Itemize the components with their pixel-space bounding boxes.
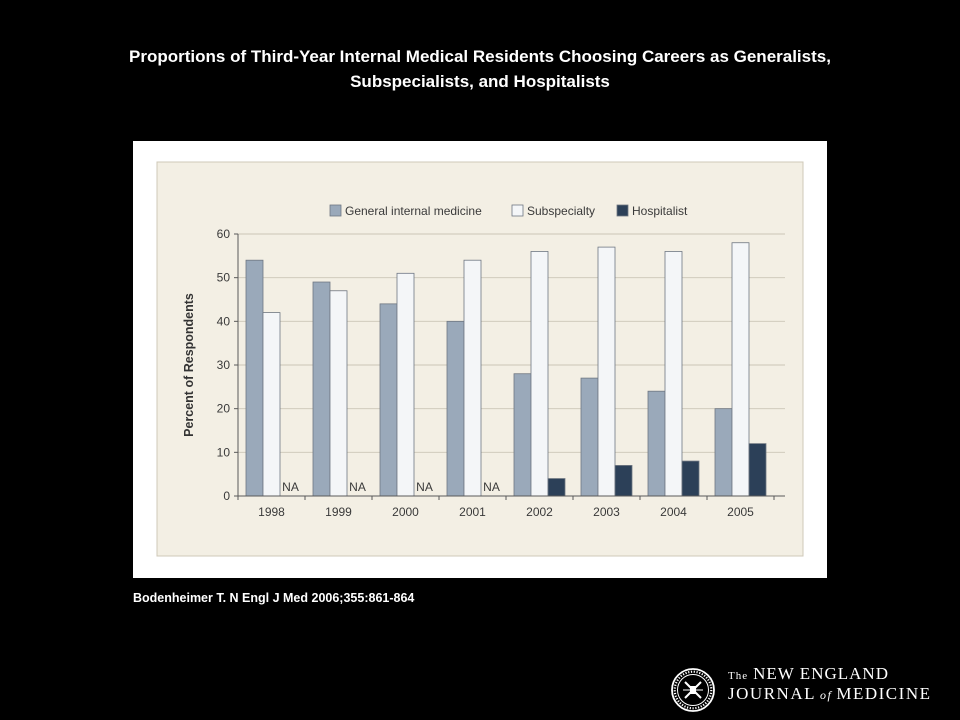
- bar-general-internal-medicine-1999: [312, 281, 331, 497]
- bar-general-internal-medicine-2003: [580, 377, 599, 497]
- x-tick-label-2003: 2003: [593, 505, 620, 519]
- x-tick-label-2002: 2002: [526, 505, 553, 519]
- bar-subspecialty-2002: [530, 251, 549, 497]
- x-tick-label-2004: 2004: [660, 505, 687, 519]
- na-label-2001: NA: [483, 480, 500, 494]
- bar-general-internal-medicine-2005: [714, 408, 733, 497]
- y-tick-label-10: 10: [217, 445, 231, 459]
- bar-hospitalist-2004: [681, 460, 700, 497]
- logo-the: The: [728, 670, 747, 682]
- x-tick-label-1999: 1999: [325, 505, 352, 519]
- logo-medicine: MEDICINE: [836, 684, 930, 703]
- bar-general-internal-medicine-2000: [379, 303, 398, 497]
- chart-card: General internal medicine Subspecialty H…: [133, 141, 827, 578]
- bar-hospitalist-2003: [614, 465, 633, 497]
- legend-label-hospitalist: Hospitalist: [632, 204, 688, 218]
- slide-title-line-1: Proportions of Third-Year Internal Medic…: [129, 47, 831, 66]
- na-label-1999: NA: [349, 480, 366, 494]
- legend-item-subspecialty: Subspecialty: [511, 204, 595, 218]
- labels-layer: 0 10 20 30 40 50 60 NA 1998 NA 1999 NA 2000 NA 2001 200…: [217, 227, 755, 519]
- bar-subspecialty-2000: [396, 272, 415, 497]
- legend-label-subspecialty: Subspecialty: [527, 204, 595, 218]
- y-tick-label-50: 50: [217, 271, 231, 285]
- bar-subspecialty-2005: [731, 242, 750, 497]
- nejm-logo: The NEW ENGLAND JOURNAL of MEDICINE: [671, 664, 930, 712]
- logo-of: of: [820, 688, 833, 702]
- legend-swatch-general-internal-medicine: [329, 204, 342, 217]
- bar-general-internal-medicine-2002: [513, 373, 532, 497]
- logo-journal: JOURNAL: [728, 684, 814, 703]
- bars-layer: [245, 242, 767, 497]
- x-tick-label-2005: 2005: [727, 505, 754, 519]
- bar-subspecialty-2003: [597, 246, 616, 497]
- y-axis-label: Percent of Respondents: [182, 293, 196, 437]
- y-tick-label-40: 40: [217, 314, 231, 328]
- bar-hospitalist-2005: [748, 443, 767, 497]
- bar-hospitalist-2002: [547, 478, 566, 497]
- nejm-seal-icon: [671, 668, 715, 712]
- na-label-1998: NA: [282, 480, 299, 494]
- bar-subspecialty-2001: [463, 259, 482, 497]
- slide-title-line-2: Subspecialists, and Hospitalists: [350, 72, 610, 91]
- x-tick-label-1998: 1998: [258, 505, 285, 519]
- bar-general-internal-medicine-2004: [647, 390, 666, 497]
- x-tick-label-2000: 2000: [392, 505, 419, 519]
- legend-item-hospitalist: Hospitalist: [616, 204, 688, 218]
- logo-new-england: NEW ENGLAND: [753, 664, 888, 683]
- legend-swatch-hospitalist: [616, 204, 629, 217]
- bar-subspecialty-1999: [329, 290, 348, 497]
- slide-title: Proportions of Third-Year Internal Medic…: [0, 44, 960, 94]
- y-tick-label-0: 0: [223, 489, 230, 503]
- y-tick-label-20: 20: [217, 402, 231, 416]
- legend-item-general-internal-medicine: General internal medicine: [329, 204, 482, 218]
- na-label-2000: NA: [416, 480, 433, 494]
- citation: Bodenheimer T. N Engl J Med 2006;355:861…: [133, 591, 415, 605]
- chart-legend: General internal medicine Subspecialty H…: [329, 204, 688, 218]
- bar-general-internal-medicine-1998: [245, 259, 264, 497]
- bar-chart: General internal medicine Subspecialty H…: [156, 161, 804, 557]
- logo-line-2: JOURNAL of MEDICINE: [728, 684, 930, 703]
- legend-label-general-internal-medicine: General internal medicine: [345, 204, 482, 218]
- logo-line-1: The NEW ENGLAND: [728, 664, 888, 683]
- bar-subspecialty-1998: [262, 312, 281, 497]
- x-tick-label-2001: 2001: [459, 505, 486, 519]
- y-tick-label-30: 30: [217, 358, 231, 372]
- legend-swatch-subspecialty: [511, 204, 524, 217]
- bar-general-internal-medicine-2001: [446, 320, 465, 497]
- bar-subspecialty-2004: [664, 251, 683, 497]
- y-tick-label-60: 60: [217, 227, 231, 241]
